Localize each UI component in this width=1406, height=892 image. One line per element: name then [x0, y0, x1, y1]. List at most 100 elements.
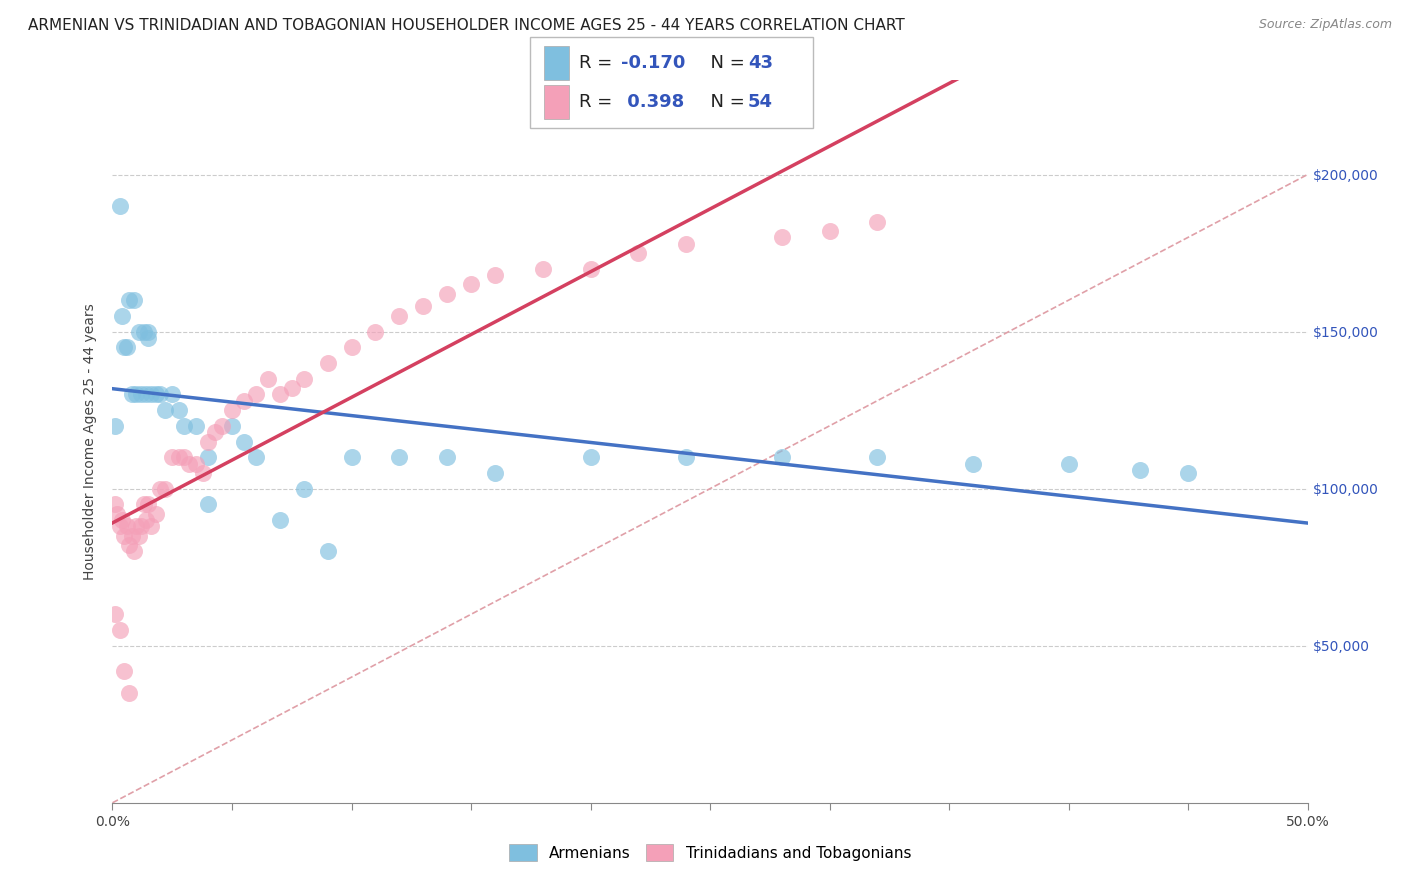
- Text: R =: R =: [579, 54, 619, 72]
- Point: [292, 482, 315, 496]
- Point: [122, 544, 145, 558]
- Point: [153, 482, 176, 496]
- Point: [388, 309, 411, 323]
- Point: [1177, 466, 1199, 480]
- Text: R =: R =: [579, 93, 619, 111]
- Point: [233, 434, 256, 449]
- Point: [204, 425, 226, 439]
- Point: [221, 403, 243, 417]
- Point: [197, 434, 219, 449]
- Point: [169, 450, 191, 465]
- Point: [818, 224, 841, 238]
- Point: [104, 497, 127, 511]
- Point: [128, 529, 150, 543]
- Point: [675, 236, 697, 251]
- Point: [436, 286, 458, 301]
- Point: [436, 450, 458, 465]
- Point: [129, 387, 152, 401]
- Point: [186, 418, 208, 433]
- Point: [145, 507, 167, 521]
- Point: [221, 418, 243, 433]
- Point: [114, 340, 135, 354]
- Point: [125, 387, 148, 401]
- Point: [770, 450, 793, 465]
- Point: [132, 497, 155, 511]
- Point: [173, 418, 195, 433]
- Point: [139, 387, 162, 401]
- Point: [118, 293, 141, 308]
- Point: [104, 418, 127, 433]
- Point: [139, 519, 162, 533]
- Point: [316, 544, 339, 558]
- Point: [118, 686, 141, 700]
- Point: [135, 387, 157, 401]
- Point: [460, 277, 482, 292]
- Point: [412, 300, 434, 314]
- Point: [104, 607, 127, 622]
- Point: [316, 356, 339, 370]
- Point: [197, 450, 219, 465]
- Point: [108, 519, 131, 533]
- Point: [138, 497, 160, 511]
- Point: [193, 466, 215, 480]
- Point: [114, 664, 135, 678]
- Point: [962, 457, 984, 471]
- Point: [1057, 457, 1080, 471]
- Point: [579, 450, 602, 465]
- Point: [1129, 463, 1152, 477]
- Text: 54: 54: [748, 93, 773, 111]
- Point: [125, 519, 148, 533]
- Point: [149, 387, 172, 401]
- Point: [269, 513, 291, 527]
- Point: [138, 331, 160, 345]
- Point: [162, 450, 183, 465]
- Point: [121, 529, 143, 543]
- Point: [111, 513, 134, 527]
- Point: [233, 393, 256, 408]
- Point: [340, 340, 363, 354]
- Point: [115, 340, 138, 354]
- Point: [149, 482, 172, 496]
- Text: 0.398: 0.398: [621, 93, 685, 111]
- Point: [484, 466, 506, 480]
- Point: [118, 538, 141, 552]
- Point: [770, 230, 793, 244]
- Point: [388, 450, 411, 465]
- Point: [129, 519, 152, 533]
- Point: [531, 261, 554, 276]
- Text: Source: ZipAtlas.com: Source: ZipAtlas.com: [1258, 18, 1392, 31]
- Point: [138, 325, 160, 339]
- Point: [866, 450, 889, 465]
- Point: [115, 519, 138, 533]
- Text: N =: N =: [699, 54, 751, 72]
- Point: [162, 387, 183, 401]
- Point: [257, 372, 280, 386]
- Point: [211, 418, 233, 433]
- Point: [132, 325, 155, 339]
- Point: [135, 513, 157, 527]
- Point: [340, 450, 363, 465]
- Point: [292, 372, 315, 386]
- Point: [105, 507, 128, 521]
- Point: [484, 268, 506, 282]
- Point: [245, 450, 267, 465]
- Point: [153, 403, 176, 417]
- Text: -0.170: -0.170: [621, 54, 686, 72]
- Point: [145, 387, 167, 401]
- Point: [675, 450, 697, 465]
- Point: [108, 199, 131, 213]
- Point: [173, 450, 195, 465]
- Point: [108, 623, 131, 637]
- Point: [169, 403, 191, 417]
- Point: [111, 309, 134, 323]
- Legend: Armenians, Trinidadians and Tobagonians: Armenians, Trinidadians and Tobagonians: [503, 838, 917, 867]
- Point: [121, 387, 143, 401]
- Point: [866, 214, 889, 228]
- Point: [281, 381, 304, 395]
- Text: N =: N =: [699, 93, 751, 111]
- Point: [364, 325, 387, 339]
- Point: [627, 246, 650, 260]
- Point: [269, 387, 291, 401]
- Point: [197, 497, 219, 511]
- Point: [177, 457, 200, 471]
